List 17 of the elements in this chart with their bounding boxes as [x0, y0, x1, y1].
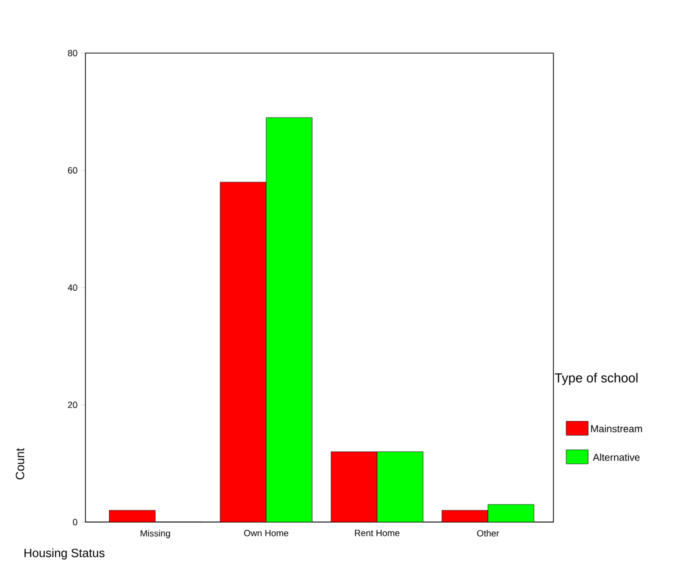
- bar: [376, 452, 424, 522]
- legend-label: Alternative: [592, 454, 640, 461]
- x-axis-title: Housing Status: [24, 548, 104, 560]
- y-tick-label: 80: [68, 50, 78, 56]
- y-tick-label: 60: [68, 167, 78, 174]
- legend-title: Type of school: [554, 372, 638, 386]
- x-tick-label: Missing: [140, 530, 170, 538]
- bar: [488, 504, 534, 522]
- y-tick-label: 20: [68, 402, 78, 408]
- y-axis-title: Count: [16, 448, 24, 480]
- legend-label: Mainstream: [591, 424, 642, 432]
- x-tick-label: Own Home: [244, 530, 288, 536]
- x-tick-label: Other: [477, 530, 500, 536]
- y-tick-label: 40: [68, 284, 78, 291]
- x-tick-label: Rent Home: [355, 530, 400, 536]
- bar: [266, 117, 312, 522]
- y-tick-label: 0: [72, 518, 78, 526]
